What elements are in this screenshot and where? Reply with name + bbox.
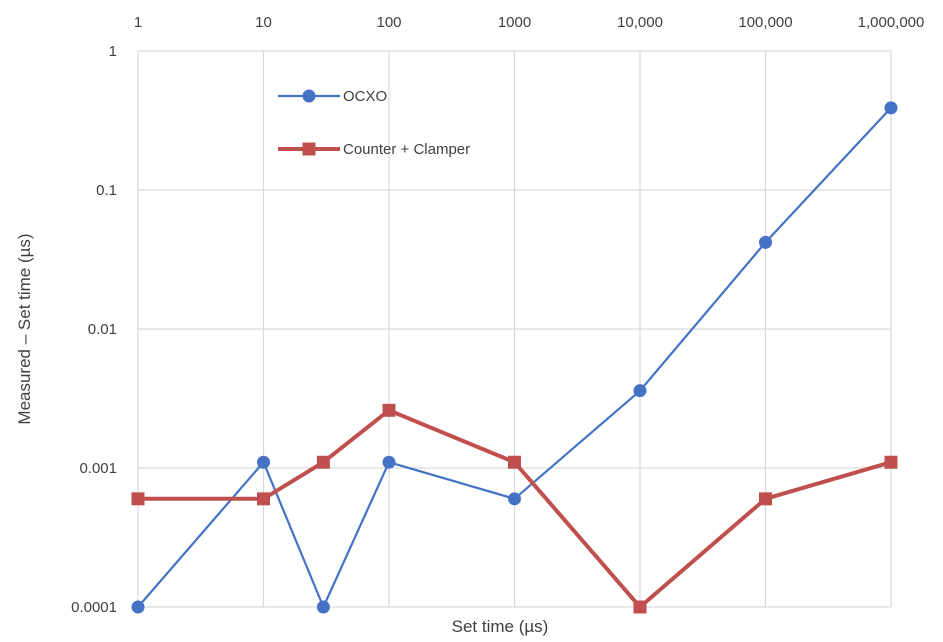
series-1 — [131, 403, 898, 614]
data-point — [759, 235, 772, 249]
y-tick-label: 0.1 — [96, 182, 117, 199]
x-tick-label: 1 — [134, 14, 142, 31]
grid — [137, 50, 892, 608]
y-tick-label: 1 — [109, 43, 117, 60]
x-axis-tick-labels: 1 10 100 1000 10,000 100,000 1,000,000 — [134, 14, 925, 31]
data-point — [633, 384, 647, 398]
data-point — [884, 455, 898, 469]
x-tick-label: 10,000 — [617, 14, 663, 31]
x-tick-label: 10 — [255, 14, 272, 31]
legend: OCXO Counter + Clamper — [278, 88, 470, 158]
legend-label: OCXO — [343, 88, 387, 105]
data-point — [508, 492, 521, 506]
legend-item: OCXO — [278, 88, 387, 105]
x-tick-label: 1000 — [498, 14, 531, 31]
data-point — [633, 600, 647, 614]
series-layer — [131, 101, 898, 614]
series-line — [138, 408, 892, 609]
data-point — [131, 600, 145, 614]
data-point — [257, 455, 270, 469]
data-point — [382, 403, 396, 417]
y-axis-tick-labels: 1 0.1 0.01 0.001 0.0001 — [71, 43, 117, 616]
legend-marker — [302, 89, 316, 103]
x-tick-label: 100,000 — [738, 14, 792, 31]
series-line — [137, 107, 892, 609]
y-tick-label: 0.0001 — [71, 599, 117, 616]
data-point — [508, 455, 521, 469]
x-axis-title: Set time (µs) — [452, 617, 549, 636]
data-point — [759, 492, 772, 506]
x-tick-label: 100 — [376, 14, 401, 31]
y-axis-title: Measured – Set time (µs) — [15, 233, 34, 424]
data-point — [316, 600, 330, 614]
data-point — [257, 492, 270, 506]
y-tick-label: 0.001 — [79, 460, 117, 477]
series-0 — [131, 101, 898, 614]
legend-item: Counter + Clamper — [278, 141, 470, 158]
legend-label: Counter + Clamper — [343, 141, 470, 158]
y-tick-label: 0.01 — [88, 321, 117, 338]
x-tick-label: 1,000,000 — [858, 14, 925, 31]
data-point — [382, 455, 396, 469]
data-point — [316, 455, 330, 469]
data-point — [131, 492, 145, 506]
data-point — [884, 101, 898, 115]
legend-marker — [302, 142, 316, 156]
